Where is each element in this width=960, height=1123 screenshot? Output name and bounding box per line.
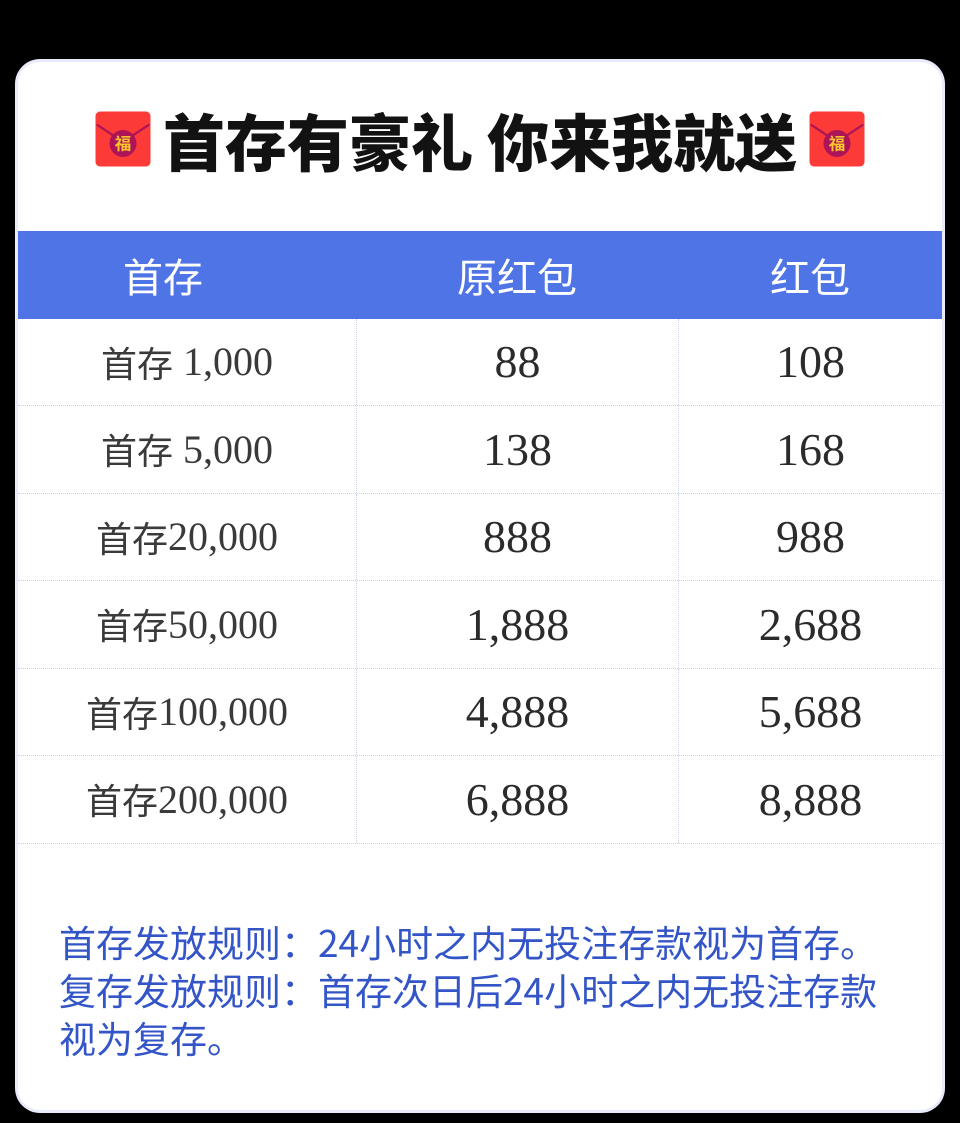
svg-text:福: 福	[115, 131, 132, 155]
svg-text:福: 福	[829, 131, 846, 155]
